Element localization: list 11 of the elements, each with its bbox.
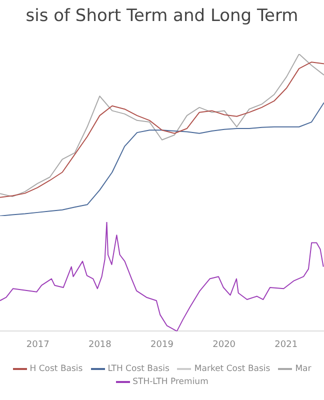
x-tick-label: 2020 xyxy=(212,340,236,350)
legend-label: Mar xyxy=(295,364,312,374)
chart-title: sis of Short Term and Long Term xyxy=(24,6,300,26)
x-tick-label: 2021 xyxy=(274,340,298,350)
legend-label: Market Cost Basis xyxy=(194,364,270,374)
legend-label: LTH Cost Basis xyxy=(108,364,170,374)
legend-label: H Cost Basis xyxy=(30,364,83,374)
legend-label: STH-LTH Premium xyxy=(132,377,208,387)
x-tick-label: 2018 xyxy=(88,340,112,350)
x-tick-label: 2019 xyxy=(150,340,174,350)
x-tick-label: 2017 xyxy=(26,340,50,350)
